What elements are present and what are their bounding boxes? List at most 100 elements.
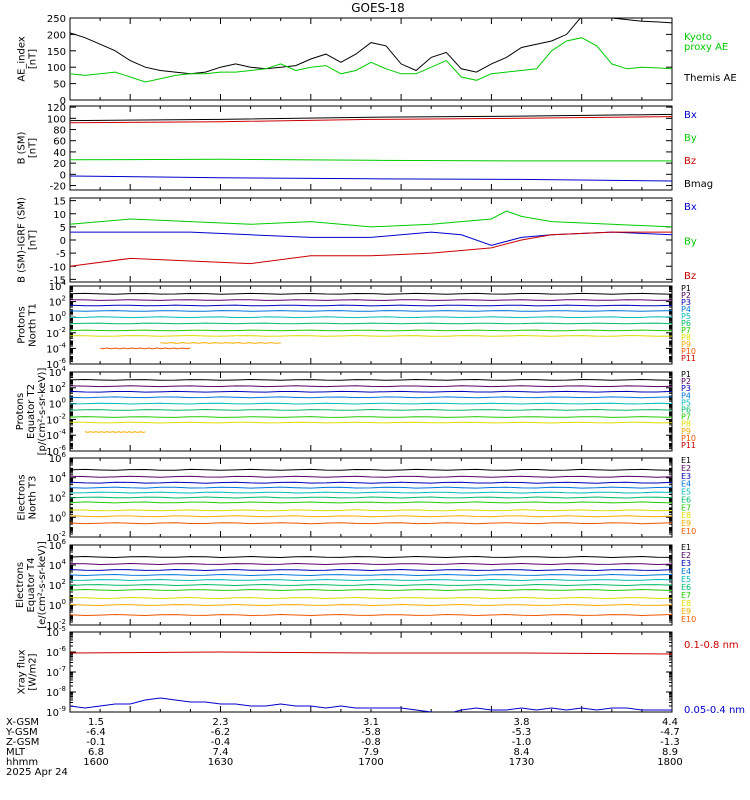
- legend-entry: E8: [681, 511, 691, 520]
- y-tick-label: -5: [56, 249, 66, 260]
- legend-entry: P1: [681, 370, 691, 379]
- legend-entry: E4: [681, 480, 691, 489]
- series-bx: [70, 231, 672, 246]
- y-tick-label: 120: [47, 103, 66, 114]
- y-tick-label: 106: [49, 451, 67, 465]
- series-themis-ae: [70, 18, 672, 75]
- legend-entry: P8: [681, 420, 691, 429]
- legend-entry: P10: [681, 434, 696, 443]
- y-axis-label: [e/(cm²-s-sr-keV)]: [37, 541, 48, 629]
- y-tick-label: -15: [50, 275, 66, 286]
- ephemeris-value: -0.1: [86, 737, 106, 748]
- panel-8: 10-9 10-8 10-7 10-6 10-5 Xray flux [W/m2] 0.1-0…: [17, 625, 746, 719]
- y-tick-label: 102: [49, 491, 66, 505]
- y-tick-label: 100: [49, 598, 66, 612]
- legend-entry: 0.05-0.4 nm: [684, 705, 745, 716]
- series-e10: [70, 613, 672, 617]
- legend-entry: E5: [681, 575, 691, 584]
- series-e3: [70, 481, 672, 484]
- series-p7: [70, 416, 672, 418]
- series-by: [70, 158, 672, 162]
- y-tick-label: 50: [53, 80, 66, 91]
- y-tick-label: 10: [53, 210, 66, 221]
- series-e7: [70, 588, 672, 592]
- legend-entry: P2: [681, 291, 691, 300]
- legend-entry: 0.1-0.8 nm: [684, 640, 739, 651]
- y-tick-label: 100: [49, 510, 66, 524]
- legend-entry: E6: [681, 495, 691, 504]
- y-tick-label: 100: [47, 114, 66, 125]
- series-e2: [70, 562, 672, 566]
- legend-entry: P11: [681, 441, 696, 450]
- y-tick-label: 104: [49, 279, 67, 293]
- series-p2: [70, 385, 672, 388]
- y-axis-label: Electrons: [15, 562, 26, 608]
- legend-entry: P9: [681, 340, 691, 349]
- series-bz: [70, 231, 672, 267]
- series-e1: [70, 555, 672, 559]
- series-e4: [70, 486, 672, 489]
- y-tick-label: 150: [47, 47, 66, 58]
- y-axis-label: North T1: [28, 303, 39, 347]
- y-axis-label: Protons: [17, 306, 28, 343]
- y-tick-label: 10-2: [46, 530, 66, 544]
- y-tick-label: 100: [47, 63, 66, 74]
- ephemeris-value: 7.9: [363, 747, 379, 758]
- legend-entry: Themis AE: [683, 73, 737, 84]
- legend-entry: E9: [681, 607, 691, 616]
- y-tick-label: 20: [53, 159, 66, 170]
- series-p7: [70, 329, 672, 332]
- ephemeris-value: -1.0: [512, 737, 532, 748]
- ephemeris-value: 3.8: [514, 717, 530, 728]
- panel-frame: [69, 285, 673, 365]
- legend-entry: P2: [681, 377, 691, 386]
- legend-entry: Bx: [684, 202, 697, 213]
- ephemeris-row-label: Z-GSM: [6, 737, 39, 748]
- ephemeris-value: 1.5: [88, 717, 104, 728]
- y-tick-label: 100: [49, 397, 66, 411]
- series-p4: [70, 310, 672, 312]
- y-tick-label: -10: [50, 262, 66, 273]
- legend-entry: Bx: [684, 110, 697, 121]
- ephemeris-value: 1700: [358, 757, 383, 768]
- ephemeris-value: 4.4: [662, 717, 678, 728]
- legend-entry: P3: [681, 298, 691, 307]
- ephemeris-value: 2.3: [213, 717, 229, 728]
- ephemeris-value: -5.3: [512, 727, 532, 738]
- ephemeris-value: -6.2: [211, 727, 231, 738]
- ephemeris-value: -1.3: [660, 737, 680, 748]
- y-tick-label: 104: [49, 365, 67, 379]
- legend-entry: E10: [681, 527, 696, 536]
- ephemeris-row-label: hhmm: [6, 757, 38, 768]
- y-tick-label: 10-4: [46, 428, 66, 442]
- y-tick-label: 10-7: [46, 665, 66, 679]
- legend-entry: P1: [681, 284, 691, 293]
- y-axis-label: North T3: [28, 476, 39, 520]
- legend-entry: E5: [681, 488, 691, 497]
- series-p5: [70, 402, 672, 405]
- series-e9: [70, 515, 672, 518]
- y-tick-label: 104: [49, 558, 67, 572]
- legend-entry: P9: [681, 427, 691, 436]
- series-p8: [70, 334, 672, 337]
- legend-entry: Bz: [684, 156, 696, 167]
- y-axis-label: [nT]: [28, 138, 39, 158]
- figure-title: GOES-18: [351, 1, 405, 15]
- series-p1: [70, 378, 672, 381]
- y-tick-label: 10-9: [46, 705, 66, 719]
- y-tick-label: 0: [60, 236, 66, 247]
- panel-7: 10-2 100 102 104 106 Electrons Equator T4 [e/(c…: [15, 538, 696, 632]
- series-e8: [70, 596, 672, 600]
- legend-entry: By: [684, 237, 697, 248]
- series-p2: [70, 299, 672, 301]
- legend-entry: E1: [681, 543, 691, 552]
- y-tick-label: 5: [60, 223, 66, 234]
- legend-entry: P7: [681, 413, 691, 422]
- series-p9: [84, 431, 146, 433]
- panel-3: -15 -10 -5 0 5 10 15 B (SM)-IGRF (SM) [nT] Bx By Bz: [17, 197, 697, 287]
- ephemeris-value: 3.1: [363, 717, 379, 728]
- series-p6: [70, 408, 672, 411]
- series-bmag: [70, 113, 672, 122]
